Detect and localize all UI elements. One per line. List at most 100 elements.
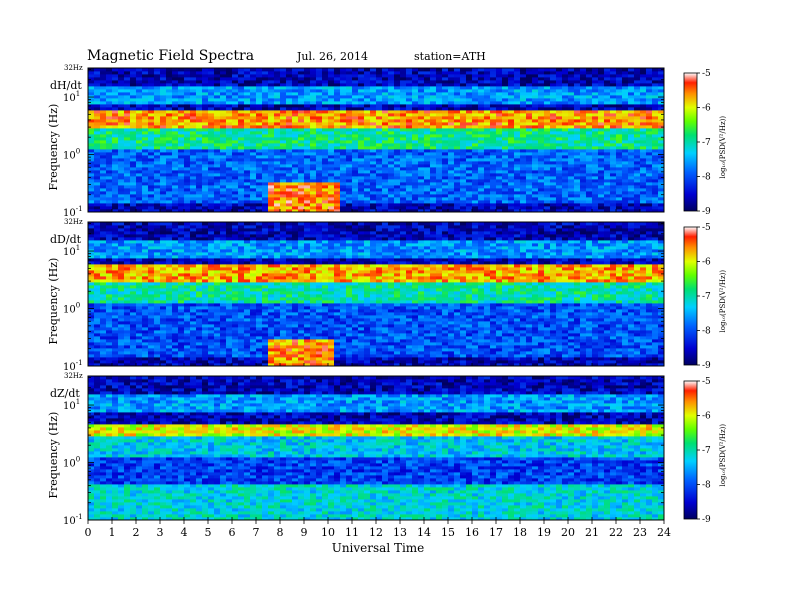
spectrogram-cell xyxy=(184,107,191,111)
spectrogram-cell xyxy=(208,119,215,123)
spectrogram-cell xyxy=(598,170,605,174)
spectrogram-cell xyxy=(316,122,323,126)
spectrogram-cell xyxy=(262,128,269,132)
spectrogram-cell xyxy=(196,206,203,210)
spectrogram-cell xyxy=(268,155,275,159)
spectrogram-cell xyxy=(460,74,467,78)
spectrogram-cell xyxy=(328,113,335,117)
spectrogram-cell xyxy=(472,122,479,126)
spectrogram-cell xyxy=(604,164,611,168)
spectrogram-cell xyxy=(268,182,275,186)
spectrogram-cell xyxy=(112,348,119,352)
spectrogram-cell xyxy=(286,200,293,204)
spectrogram-cell xyxy=(148,176,155,180)
spectrogram-cell xyxy=(112,161,119,165)
spectrogram-cell xyxy=(412,203,419,207)
spectrogram-cell xyxy=(442,194,449,198)
spectrogram-cell xyxy=(274,83,281,87)
spectrogram-cell xyxy=(520,71,527,75)
spectrogram-cell xyxy=(118,71,125,75)
spectrogram-cell xyxy=(640,152,647,156)
spectrogram-cell xyxy=(334,86,341,90)
spectrogram-cell xyxy=(502,116,509,120)
spectrogram-cell xyxy=(436,167,443,171)
spectrogram-cell xyxy=(322,173,329,177)
spectrogram-cell xyxy=(172,209,179,213)
spectrogram-cell xyxy=(532,185,539,189)
spectrogram-cell xyxy=(652,131,659,135)
spectrogram-cell xyxy=(520,101,527,105)
spectrogram-cell xyxy=(574,164,581,168)
spectrogram-cell xyxy=(634,83,641,87)
spectrogram-cell xyxy=(430,191,437,195)
spectrogram-cell xyxy=(340,119,347,123)
spectrogram-cell xyxy=(88,348,95,352)
spectrogram-cell xyxy=(106,222,113,226)
spectrogram-cell xyxy=(238,134,245,138)
spectrogram-cell xyxy=(358,191,365,195)
spectrogram-cell xyxy=(190,170,197,174)
spectrogram-cell xyxy=(316,74,323,78)
spectrogram-cell xyxy=(154,101,161,105)
spectrogram-cell xyxy=(496,89,503,93)
spectrogram-cell xyxy=(106,357,113,361)
spectrogram-cell xyxy=(508,164,515,168)
spectrogram-cell xyxy=(640,209,647,213)
spectrogram-cell xyxy=(652,71,659,75)
spectrogram-cell xyxy=(220,173,227,177)
spectrogram-cell xyxy=(292,86,299,90)
spectrogram-cell xyxy=(118,194,125,198)
spectrogram-cell xyxy=(160,116,167,120)
spectrogram-cell xyxy=(538,209,545,213)
spectrogram-cell xyxy=(646,89,653,93)
spectrogram-cell xyxy=(220,113,227,117)
spectrogram-cell xyxy=(340,131,347,135)
spectrogram-cell xyxy=(562,143,569,147)
spectrogram-cell xyxy=(544,83,551,87)
spectrogram-cell xyxy=(232,134,239,138)
spectrogram-cell xyxy=(496,119,503,123)
spectrogram-cell xyxy=(400,149,407,153)
spectrogram-cell xyxy=(178,152,185,156)
spectrogram-cell xyxy=(256,113,263,117)
spectrogram-cell xyxy=(514,170,521,174)
spectrogram-cell xyxy=(466,101,473,105)
spectrogram-cell xyxy=(310,122,317,126)
spectrogram-cell xyxy=(268,77,275,81)
spectrogram-cell xyxy=(586,86,593,90)
spectrogram-cell xyxy=(616,131,623,135)
spectrogram-cell xyxy=(304,131,311,135)
spectrogram-cell xyxy=(556,146,563,150)
spectrogram-cell xyxy=(280,110,287,114)
spectrogram-cell xyxy=(274,167,281,171)
spectrogram-cell xyxy=(490,185,497,189)
spectrogram-cell xyxy=(562,185,569,189)
spectrogram-cell xyxy=(148,164,155,168)
spectrogram-cell xyxy=(106,158,113,162)
spectrogram-cell xyxy=(364,86,371,90)
spectrogram-cell xyxy=(424,206,431,210)
spectrogram-cell xyxy=(406,80,413,84)
spectrogram-cell xyxy=(292,158,299,162)
spectrogram-cell xyxy=(568,209,575,213)
spectrogram-cell xyxy=(322,164,329,168)
spectrogram-cell xyxy=(628,143,635,147)
spectrogram-cell xyxy=(478,164,485,168)
spectrogram-cell xyxy=(94,179,101,183)
spectrogram-cell xyxy=(310,173,317,177)
spectrogram-cell xyxy=(118,231,125,235)
spectrogram-cell xyxy=(454,197,461,201)
spectrogram-cell xyxy=(376,200,383,204)
spectrogram-cell xyxy=(436,155,443,159)
spectrogram-cell xyxy=(376,197,383,201)
spectrogram-cell xyxy=(604,188,611,192)
spectrogram-cell xyxy=(442,110,449,114)
spectrogram-cell xyxy=(178,161,185,165)
spectrogram-cell xyxy=(520,89,527,93)
spectrogram-cell xyxy=(340,68,347,72)
spectrogram-cell xyxy=(196,140,203,144)
spectrogram-cell xyxy=(610,92,617,96)
spectrogram-cell xyxy=(574,116,581,120)
spectrogram-cell xyxy=(310,185,317,189)
